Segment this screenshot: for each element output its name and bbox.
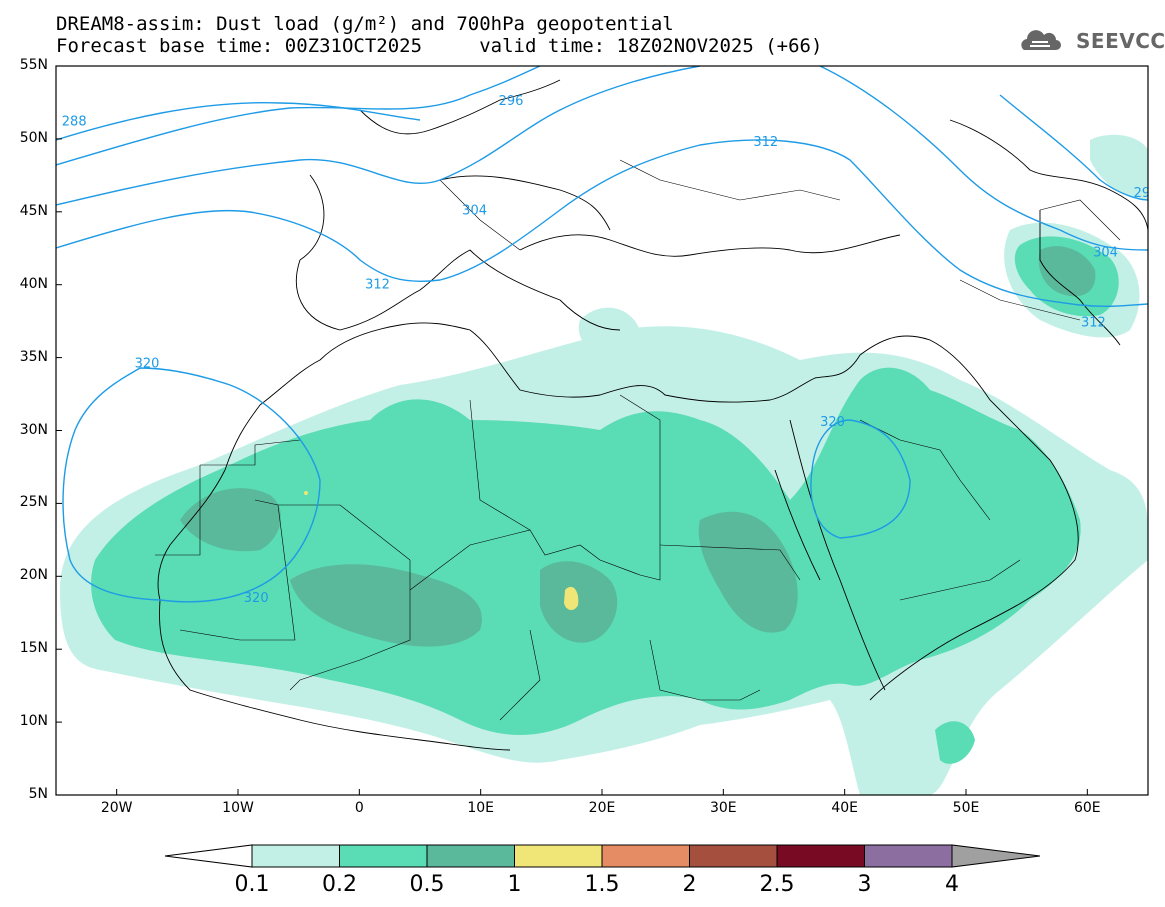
map-title: DREAM8-assim: Dust load (g/m²) and 700hP… bbox=[56, 13, 674, 35]
colorbar-high-arrow bbox=[951, 844, 1041, 868]
cloud-logo-icon bbox=[1021, 30, 1061, 50]
lat-label: 5N bbox=[28, 786, 48, 802]
colorbar-label: 2.5 bbox=[759, 872, 795, 897]
lat-label: 10N bbox=[19, 713, 48, 730]
colorbar-label: 0.1 bbox=[234, 872, 270, 897]
lat-label: 55N bbox=[19, 57, 48, 73]
country-borders bbox=[155, 159, 1121, 721]
lat-label: 45N bbox=[19, 202, 48, 219]
colorbar-swatch bbox=[689, 844, 778, 868]
contour-label: 304 bbox=[1093, 246, 1118, 261]
lon-label: 0 bbox=[354, 800, 364, 816]
lon-label: 30E bbox=[709, 800, 737, 816]
lat-label: 30N bbox=[19, 421, 48, 438]
colorbar-label: 1 bbox=[507, 872, 522, 897]
contour-label: 320 bbox=[244, 591, 269, 606]
contour-label: 288 bbox=[62, 114, 87, 129]
colorbar-swatch bbox=[864, 844, 953, 868]
lat-label: 35N bbox=[19, 348, 48, 365]
colorbar-label: 3 bbox=[857, 872, 872, 897]
colorbar-swatch bbox=[776, 844, 865, 868]
contour-label: 320 bbox=[135, 356, 160, 371]
colorbar-swatch bbox=[339, 844, 428, 868]
lon-label: 20E bbox=[588, 800, 616, 816]
dust-dark-area bbox=[180, 246, 1096, 647]
colorbar bbox=[164, 844, 1041, 868]
logo-text: SEEVCCC bbox=[1076, 29, 1165, 53]
lon-label: 10W bbox=[222, 800, 254, 816]
colorbar-swatch bbox=[251, 844, 340, 868]
lat-label: 25N bbox=[19, 494, 48, 511]
contour-label: 29 bbox=[1134, 186, 1151, 201]
contour-label: 312 bbox=[1081, 316, 1106, 331]
colorbar-low-arrow bbox=[164, 844, 253, 868]
lat-label: 20N bbox=[19, 567, 48, 584]
contour-label: 304 bbox=[462, 203, 487, 218]
lon-label: 10E bbox=[467, 800, 494, 816]
lat-label: 50N bbox=[19, 129, 48, 146]
dust-high-spot bbox=[564, 586, 579, 611]
lon-label: 60E bbox=[1073, 800, 1101, 816]
lon-label: 40E bbox=[831, 800, 858, 816]
contour-label: 296 bbox=[499, 94, 524, 109]
contour-label: 312 bbox=[365, 278, 390, 293]
contour-label: 320 bbox=[820, 415, 845, 430]
colorbar-label: 4 bbox=[945, 872, 959, 897]
colorbar-label: 2 bbox=[682, 872, 697, 897]
forecast-times: Forecast base time: 00Z31OCT2025 valid t… bbox=[56, 35, 823, 57]
lat-label: 40N bbox=[19, 275, 48, 292]
geopotential-contours bbox=[56, 66, 1148, 603]
colorbar-swatch bbox=[601, 844, 690, 868]
contour-label: 312 bbox=[753, 135, 778, 150]
dust-high-dot bbox=[304, 491, 308, 495]
colorbar-label: 0.2 bbox=[322, 872, 357, 897]
lon-label: 20W bbox=[100, 800, 133, 816]
colorbar-swatch bbox=[514, 844, 603, 868]
lat-label: 15N bbox=[19, 640, 48, 657]
coastlines bbox=[157, 79, 1148, 751]
colorbar-swatch bbox=[426, 844, 515, 868]
colorbar-label: 0.5 bbox=[409, 872, 445, 897]
colorbar-label: 1.5 bbox=[584, 872, 620, 897]
lon-label: 50E bbox=[952, 800, 980, 816]
